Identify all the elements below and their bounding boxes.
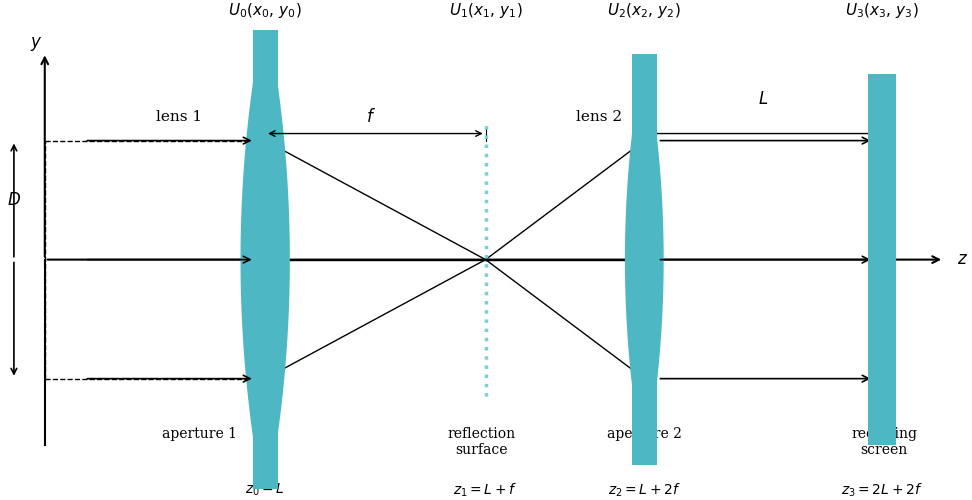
Text: $U_2(x_2,\,y_2)$: $U_2(x_2,\,y_2)$ [608,1,681,20]
Text: $f$: $f$ [366,108,376,126]
Text: lens 1: lens 1 [156,110,202,124]
Text: aperture 2: aperture 2 [607,427,681,441]
Text: aperture 1: aperture 1 [161,427,236,441]
Text: receiving
screen: receiving screen [851,427,918,458]
Bar [632,54,657,151]
Bar [253,392,278,489]
Text: $y$: $y$ [30,34,42,52]
Text: $z_2=L+2f$: $z_2=L+2f$ [608,482,680,499]
Text: $U_0(x_0,\,y_0)$: $U_0(x_0,\,y_0)$ [228,1,302,20]
Bar [632,368,657,465]
Text: $z_0=L$: $z_0=L$ [245,482,285,498]
Bar [253,30,278,128]
Polygon shape [625,106,664,414]
Text: $z_3=2L+2f$: $z_3=2L+2f$ [842,482,923,499]
Bar [868,74,896,445]
Text: $z$: $z$ [957,251,968,268]
Text: $D$: $D$ [7,192,21,209]
Text: $U_3(x_3,\,y_3)$: $U_3(x_3,\,y_3)$ [846,1,920,20]
Text: $L$: $L$ [758,90,769,108]
Polygon shape [240,74,290,445]
Text: $z_1=L+f$: $z_1=L+f$ [453,482,518,499]
Text: reflection
surface: reflection surface [447,427,515,458]
Text: lens 2: lens 2 [576,110,622,124]
Text: $U_1(x_1,\,y_1)$: $U_1(x_1,\,y_1)$ [449,1,523,20]
